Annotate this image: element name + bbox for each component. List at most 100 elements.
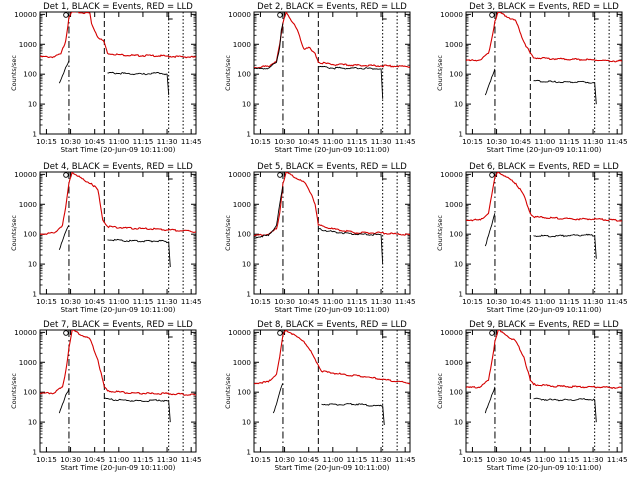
series-events-line <box>58 388 171 423</box>
x-axis-label: Start Time (20-Jun-09 10:11:00) <box>486 145 601 154</box>
chart-panel-9: Det 9, BLACK = Events, RED = LLD 1 10 100 10… <box>436 320 628 472</box>
x-tick-label: 11:45 <box>607 137 628 146</box>
plot-frame <box>465 171 623 295</box>
x-axis-label: Start Time (20-Jun-09 10:11:00) <box>486 305 601 314</box>
x-tick-label: 11:45 <box>607 297 628 306</box>
x-tick-label: 10:45 <box>84 297 105 306</box>
x-tick-label: 11:30 <box>371 137 392 146</box>
x-tick-label: 11:15 <box>133 297 154 306</box>
x-tick-label: 10:30 <box>60 455 81 464</box>
y-tick-label: 10000 <box>14 10 37 19</box>
series-lld-line <box>40 172 196 236</box>
x-tick-label: 11:15 <box>559 455 580 464</box>
y-axis-label: Counts/sec <box>436 373 444 409</box>
series-events-line <box>254 186 384 265</box>
chart-title: Det 1, BLACK = Events, RED = LLD <box>43 2 193 12</box>
chart-title: Det 5, BLACK = Events, RED = LLD <box>257 162 407 172</box>
y-tick-label: 1000 <box>233 40 252 49</box>
marker-symbol <box>63 172 69 178</box>
marker-symbol <box>168 173 173 180</box>
x-tick-label: 10:15 <box>250 137 271 146</box>
marker-symbol <box>277 330 283 336</box>
plot-frame <box>39 11 197 135</box>
plot-frame <box>465 329 623 453</box>
series-lld-line <box>40 330 196 396</box>
y-tick-label: 10 <box>28 418 38 427</box>
x-axis-label: Start Time (20-Jun-09 10:11:00) <box>60 145 175 154</box>
series-lld-line <box>466 330 622 390</box>
plot-frame <box>39 329 197 453</box>
x-tick-label: 11:45 <box>181 455 202 464</box>
marker-symbol <box>489 12 495 18</box>
marker-symbol <box>382 173 387 180</box>
marker-symbol <box>382 331 387 338</box>
y-tick-label: 100 <box>237 388 251 397</box>
x-tick-label: 11:15 <box>347 137 368 146</box>
y-tick-label: 100 <box>449 70 463 79</box>
plot-frame <box>465 11 623 135</box>
series-events-line <box>254 23 384 99</box>
x-tick-label: 10:45 <box>298 137 319 146</box>
x-tick-label: 10:15 <box>462 297 483 306</box>
x-tick-label: 11:30 <box>157 455 178 464</box>
y-tick-label: 100 <box>237 70 251 79</box>
series-lld-line <box>466 172 622 222</box>
x-tick-label: 10:15 <box>250 455 271 464</box>
y-tick-label: 1 <box>32 130 37 139</box>
y-tick-label: 1000 <box>233 200 252 209</box>
x-axis-label: Start Time (20-Jun-09 10:11:00) <box>486 463 601 472</box>
chart-title: Det 2, BLACK = Events, RED = LLD <box>257 2 407 12</box>
x-tick-label: 11:15 <box>559 297 580 306</box>
series-events-line <box>484 68 597 105</box>
marker-symbol <box>594 331 599 338</box>
chart-title: Det 6, BLACK = Events, RED = LLD <box>469 162 619 172</box>
x-axis-label: Start Time (20-Jun-09 10:11:00) <box>60 305 175 314</box>
y-tick-label: 10000 <box>440 10 463 19</box>
y-tick-label: 10 <box>28 260 38 269</box>
x-tick-label: 11:15 <box>347 455 368 464</box>
marker-symbol <box>594 173 599 180</box>
x-tick-label: 10:15 <box>462 455 483 464</box>
y-tick-label: 10 <box>242 100 252 109</box>
x-tick-label: 11:00 <box>108 455 129 464</box>
y-tick-label: 1000 <box>233 358 252 367</box>
y-tick-label: 100 <box>449 388 463 397</box>
y-tick-label: 10000 <box>228 170 251 179</box>
chart-panel-4: Det 4, BLACK = Events, RED = LLD 1 10 100 10… <box>10 162 202 314</box>
y-tick-label: 10 <box>454 100 464 109</box>
x-tick-label: 10:45 <box>298 455 319 464</box>
y-tick-label: 10 <box>28 100 38 109</box>
y-axis-label: Counts/sec <box>224 373 232 409</box>
y-axis-label: Counts/sec <box>10 373 18 409</box>
chart-title: Det 8, BLACK = Events, RED = LLD <box>257 320 407 330</box>
x-tick-label: 11:45 <box>181 137 202 146</box>
chart-panel-5: Det 5, BLACK = Events, RED = LLD 1 10 100 10… <box>224 162 416 314</box>
marker-symbol <box>489 172 495 178</box>
x-tick-label: 11:45 <box>181 297 202 306</box>
y-tick-label: 10000 <box>440 170 463 179</box>
y-axis-label: Counts/sec <box>436 215 444 251</box>
x-axis-label: Start Time (20-Jun-09 10:11:00) <box>274 145 389 154</box>
series-events-line <box>58 224 171 268</box>
chart-title: Det 7, BLACK = Events, RED = LLD <box>43 320 193 330</box>
y-tick-label: 1 <box>458 448 463 457</box>
chart-title: Det 9, BLACK = Events, RED = LLD <box>469 320 619 330</box>
marker-symbol <box>277 12 283 18</box>
y-tick-label: 1000 <box>445 200 464 209</box>
y-tick-label: 100 <box>449 230 463 239</box>
marker-symbol <box>594 13 599 20</box>
x-tick-label: 10:15 <box>36 455 57 464</box>
plot-frame <box>39 171 197 295</box>
x-tick-label: 11:30 <box>583 137 604 146</box>
y-tick-label: 100 <box>237 230 251 239</box>
x-axis-label: Start Time (20-Jun-09 10:11:00) <box>60 463 175 472</box>
x-tick-label: 10:45 <box>510 137 531 146</box>
plot-frame <box>253 171 411 295</box>
y-axis-label: Counts/sec <box>436 55 444 91</box>
x-tick-label: 10:15 <box>36 137 57 146</box>
chart-panel-8: Det 8, BLACK = Events, RED = LLD 1 10 100 10… <box>224 320 416 472</box>
x-tick-label: 10:45 <box>510 455 531 464</box>
y-axis-label: Counts/sec <box>10 215 18 251</box>
x-axis-label: Start Time (20-Jun-09 10:11:00) <box>274 463 389 472</box>
y-axis-label: Counts/sec <box>10 55 18 91</box>
